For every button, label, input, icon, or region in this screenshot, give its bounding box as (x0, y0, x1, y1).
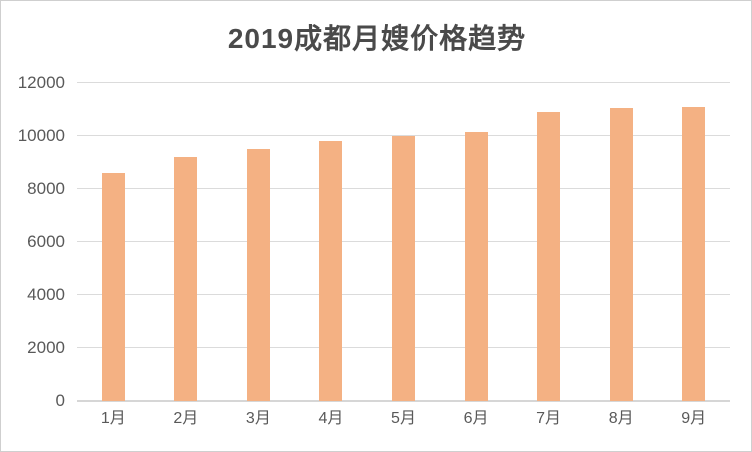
x-tick-label-7月: 7月 (536, 410, 562, 427)
bar-7月 (537, 112, 561, 401)
bar-2月 (174, 157, 198, 401)
chart-title: 2019成都月嫂价格趋势 (227, 23, 527, 54)
x-axis-line (77, 400, 730, 402)
plot-area (77, 82, 730, 402)
x-tick-label-4月: 4月 (318, 410, 344, 427)
bar-5月 (392, 136, 415, 401)
y-tick-label-12000: 12000 (17, 73, 65, 92)
bar-3月 (246, 149, 270, 401)
x-tick-label-8月: 8月 (608, 410, 634, 427)
bar-8月 (609, 108, 633, 401)
bar-9月 (682, 106, 706, 401)
y-tick-label-10000: 10000 (17, 126, 65, 145)
x-tick-label-5月: 5月 (391, 410, 416, 427)
x-tick-label-1月: 1月 (100, 410, 126, 427)
y-tick-label-8000: 8000 (27, 179, 65, 198)
gridline-12000 (77, 82, 730, 83)
gridline-10000 (77, 135, 730, 136)
bar-1月 (101, 173, 125, 401)
x-tick-label-3月: 3月 (245, 410, 271, 427)
y-tick-label-4000: 4000 (27, 285, 65, 304)
x-tick-label-9月: 9月 (681, 410, 707, 427)
x-tick-label-6月: 6月 (463, 410, 489, 427)
bar-6月 (464, 132, 488, 401)
y-tick-label-0: 0 (55, 391, 65, 410)
bar-4月 (319, 141, 343, 401)
y-tick-label-6000: 6000 (27, 232, 65, 251)
y-tick-label-2000: 2000 (27, 338, 65, 357)
x-tick-label-2月: 2月 (173, 410, 199, 427)
